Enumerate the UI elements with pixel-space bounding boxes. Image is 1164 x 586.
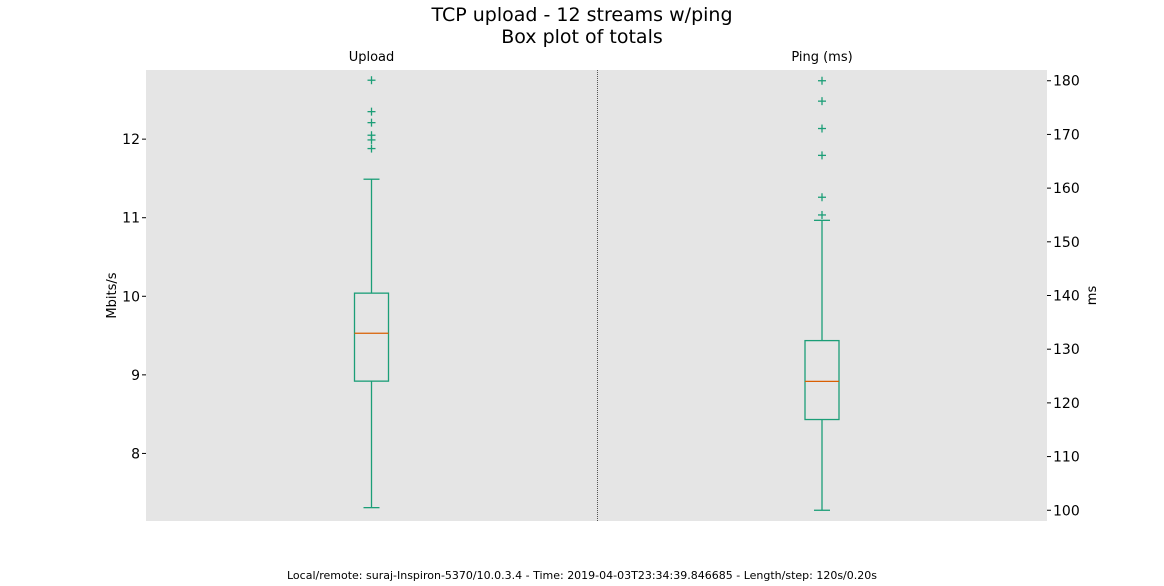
y-tick-label: 120 — [1053, 396, 1080, 412]
outlier-marker — [367, 118, 376, 127]
outlier-marker — [818, 124, 826, 133]
y-tick-label: 150 — [1053, 235, 1080, 251]
footer-caption: Local/remote: suraj-Inspiron-5370/10.0.3… — [287, 569, 877, 582]
chart-title-line-2: Box plot of totals — [501, 26, 663, 48]
y-tick-label: 170 — [1053, 127, 1080, 143]
y-tick-label: 12 — [122, 132, 140, 148]
outlier-marker — [367, 131, 376, 140]
panel-upload: Upload 8 9 10 11 12 Mbits/s — [105, 50, 395, 509]
outlier-marker — [367, 144, 376, 153]
panel-ping: Ping (ms) 100 110 120 130 140 150 160 170 180 ms — [791, 50, 1100, 519]
y-tick-label: 9 — [131, 368, 140, 384]
y-tick-label: 140 — [1053, 289, 1080, 305]
y-tick-label: 11 — [122, 211, 140, 227]
iqr-box — [804, 339, 840, 421]
plot-panels: Upload 8 9 10 11 12 Mbits/s Ping (ms) 100 110 120 1… — [105, 50, 1100, 521]
outlier-marker — [367, 76, 376, 85]
outlier-marker — [367, 107, 376, 116]
y-tick-label: 180 — [1053, 74, 1080, 90]
y-tick-label: 130 — [1053, 342, 1080, 358]
panel-title: Ping (ms) — [791, 50, 852, 65]
panel-title: Upload — [349, 50, 395, 65]
y-tick-label: 100 — [1053, 503, 1080, 519]
y-tick-label: 8 — [131, 446, 140, 462]
iqr-box — [353, 292, 390, 382]
outlier-marker — [818, 193, 826, 202]
outlier-marker — [818, 210, 826, 219]
y-tick-label: 110 — [1053, 450, 1080, 466]
outlier-marker — [818, 97, 826, 106]
outlier-marker — [818, 76, 826, 85]
y-tick-label: 10 — [122, 289, 140, 305]
y-axis-label: ms — [1085, 286, 1100, 306]
chart-title-line-1: TCP upload - 12 streams w/ping — [430, 4, 732, 26]
outlier-marker — [818, 151, 826, 160]
y-tick-label: 160 — [1053, 181, 1080, 197]
y-axis-label: Mbits/s — [105, 272, 120, 318]
